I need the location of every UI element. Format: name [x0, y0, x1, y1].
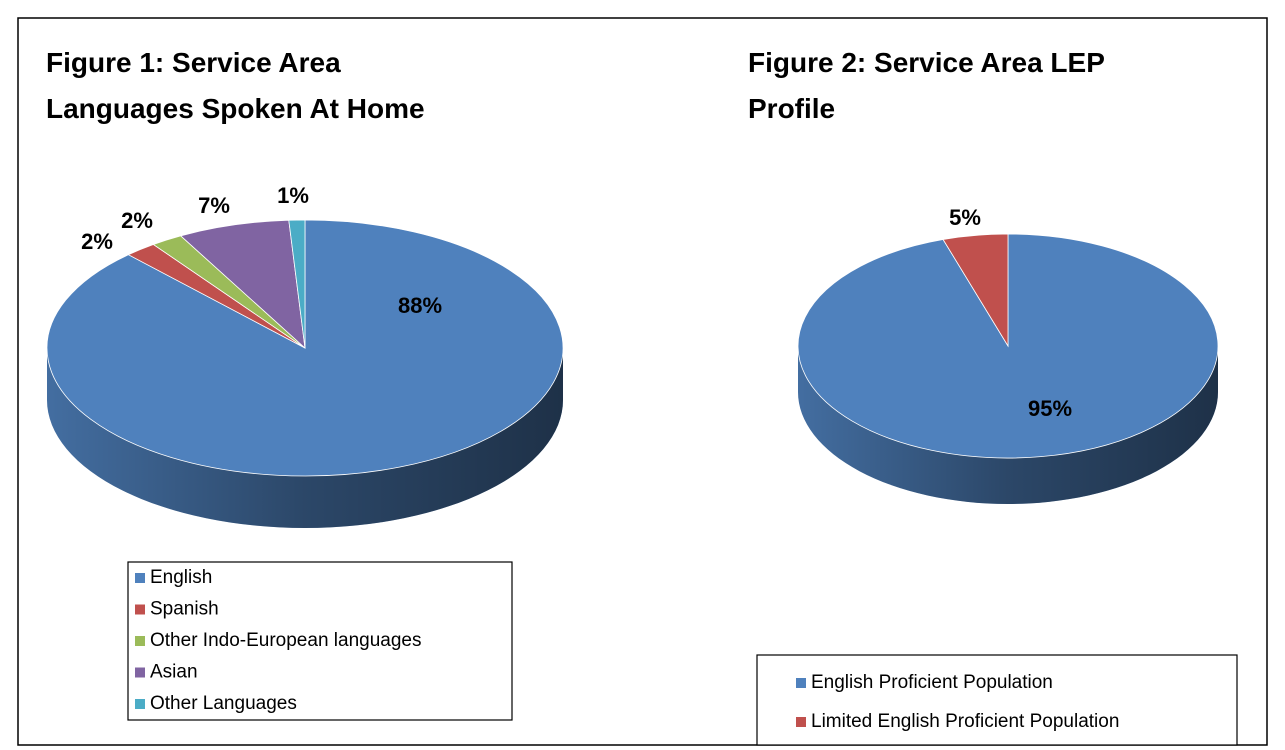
data-label: 95%	[1028, 396, 1072, 421]
chart-title: Figure 1: Service Area Languages Spoken …	[46, 47, 425, 124]
legend-label: English Proficient Population	[811, 672, 1053, 693]
pie-slice	[179, 219, 306, 350]
data-label: 2%	[121, 208, 153, 233]
legend-label: English	[150, 567, 212, 588]
data-label: 5%	[949, 205, 981, 230]
legend-swatch	[135, 636, 145, 646]
pie-slice	[942, 233, 1009, 348]
side-shade	[47, 348, 563, 528]
legend-label: Other Languages	[150, 693, 297, 714]
legend-box	[756, 654, 1238, 746]
legend-swatch	[135, 699, 145, 709]
legend-label: Asian	[150, 662, 198, 683]
legend-box	[127, 561, 513, 721]
legend-swatch	[796, 717, 806, 727]
data-label: 2%	[81, 229, 113, 254]
data-label: 1%	[277, 183, 309, 208]
legend-label: Spanish	[150, 599, 219, 620]
legend-swatch	[135, 573, 145, 583]
legend-swatch	[135, 667, 145, 678]
legend-swatch	[135, 604, 145, 615]
side-shade	[798, 346, 1218, 504]
chart-title: Figure 2: Service Area LEP Profile	[748, 47, 1105, 124]
legend-label: Limited English Proficient Population	[811, 711, 1119, 732]
frame	[17, 17, 1268, 746]
legend-label: Other Indo-European languages	[150, 630, 421, 651]
data-label: 88%	[398, 293, 442, 318]
pie-slice	[288, 219, 306, 349]
legend-swatch	[796, 678, 806, 688]
data-label: 7%	[198, 193, 230, 218]
